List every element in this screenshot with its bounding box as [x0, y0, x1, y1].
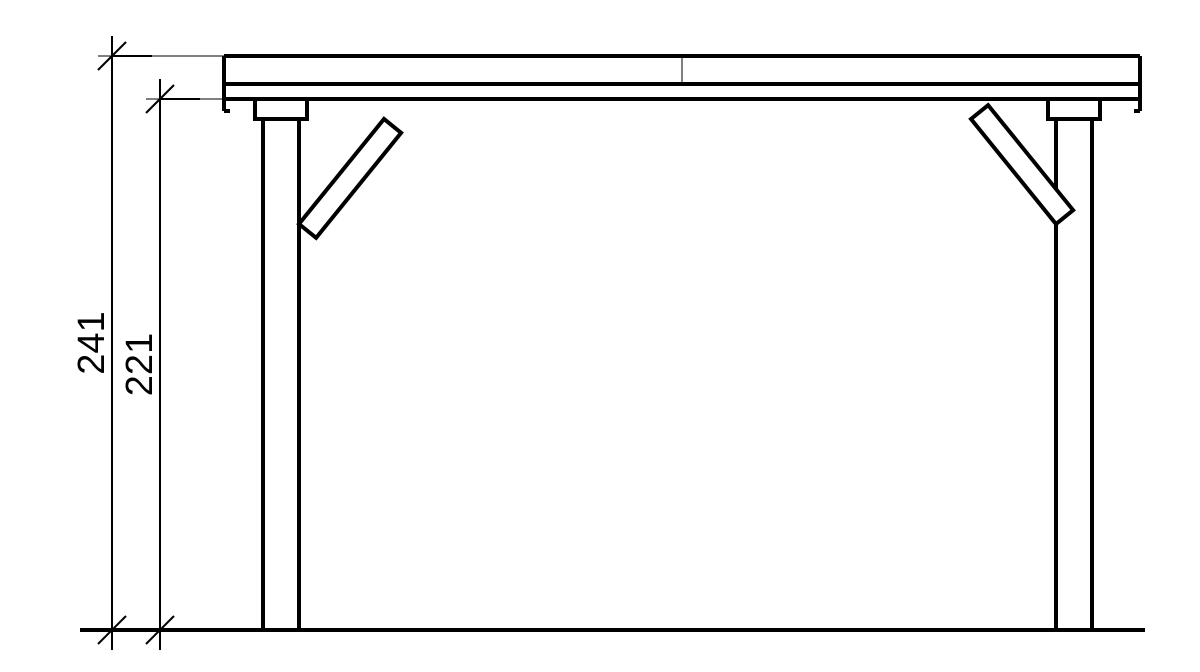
dim-outer-label: 241	[71, 311, 113, 374]
left-post	[263, 119, 299, 630]
dim-inner-label: 221	[119, 333, 161, 396]
left-brace	[299, 119, 401, 238]
right-post-head	[1048, 99, 1100, 119]
left-post-head	[255, 99, 307, 119]
